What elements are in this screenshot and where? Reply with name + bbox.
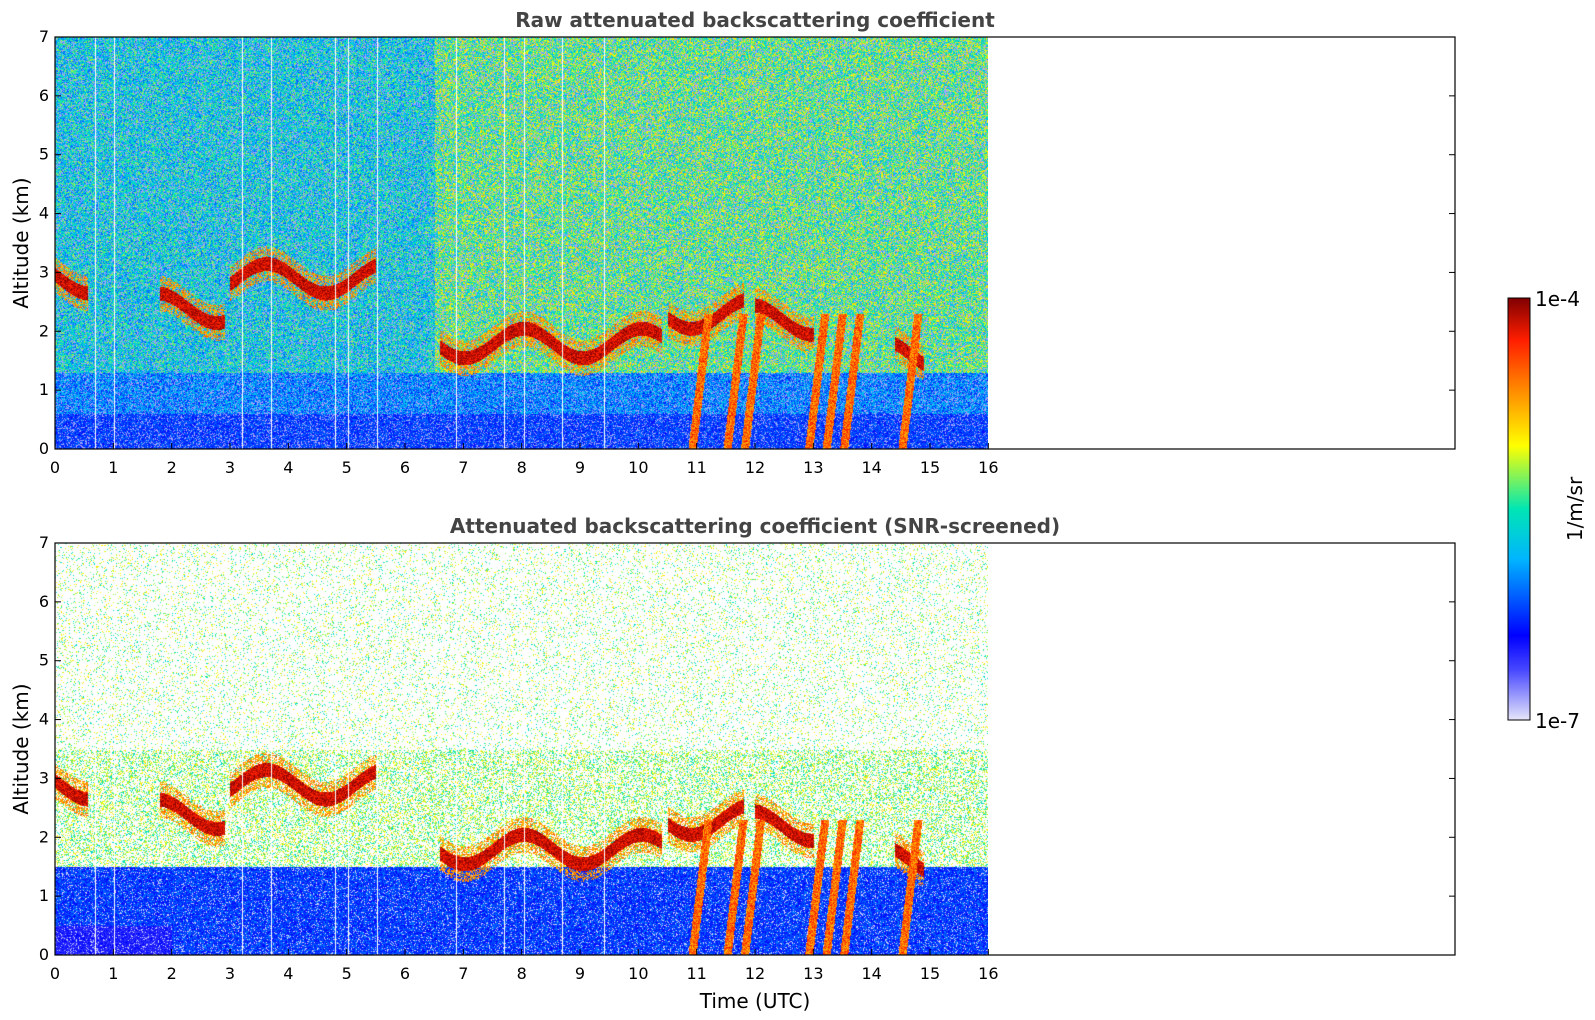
y-tick-label: 6 <box>39 86 49 105</box>
x-tick-label: 8 <box>517 964 527 983</box>
x-tick-label: 10 <box>628 458 648 477</box>
x-tick-label: 13 <box>803 964 823 983</box>
heatmap-image <box>55 543 988 955</box>
y-tick-label: 2 <box>39 321 49 340</box>
x-tick-label: 4 <box>283 458 293 477</box>
x-tick-label: 10 <box>628 964 648 983</box>
screened-panel-title: Attenuated backscattering coefficient (S… <box>450 514 1060 538</box>
x-tick-label: 14 <box>861 458 881 477</box>
y-tick-label: 2 <box>39 827 49 846</box>
x-tick-label: 5 <box>342 964 352 983</box>
colorbar-gradient <box>1507 297 1531 721</box>
x-tick-label: 9 <box>575 458 585 477</box>
x-tick-label: 16 <box>978 964 998 983</box>
x-tick-label: 15 <box>920 964 940 983</box>
screened-heatmap <box>55 543 988 955</box>
x-tick-label: 5 <box>342 458 352 477</box>
y-tick-label: 0 <box>39 945 49 964</box>
colorbar: 1e-4 1e-7 1/m/sr <box>1507 287 1587 733</box>
x-tick-label: 7 <box>458 964 468 983</box>
y-tick-label: 3 <box>39 262 49 281</box>
y-tick-label: 3 <box>39 768 49 787</box>
raw-panel-title: Raw attenuated backscattering coefficien… <box>515 8 995 32</box>
x-tick-label: 4 <box>283 964 293 983</box>
x-tick-label: 3 <box>225 964 235 983</box>
y-tick-label: 4 <box>39 710 49 729</box>
x-tick-label: 16 <box>978 458 998 477</box>
y-tick-label: 6 <box>39 592 49 611</box>
x-tick-label: 1 <box>108 964 118 983</box>
x-tick-label: 12 <box>745 458 765 477</box>
x-tick-label: 0 <box>50 458 60 477</box>
raw-y-axis-label: Altitude (km) <box>9 177 33 308</box>
x-tick-label: 14 <box>861 964 881 983</box>
x-tick-label: 15 <box>920 458 940 477</box>
colorbar-min-label: 1e-7 <box>1535 709 1580 733</box>
x-tick-label: 7 <box>458 458 468 477</box>
raw-backscatter-panel: Raw attenuated backscattering coefficien… <box>9 8 1456 477</box>
x-tick-label: 0 <box>50 964 60 983</box>
x-tick-label: 2 <box>167 458 177 477</box>
y-tick-label: 7 <box>39 533 49 552</box>
x-tick-label: 9 <box>575 964 585 983</box>
x-tick-label: 1 <box>108 458 118 477</box>
x-tick-label: 13 <box>803 458 823 477</box>
y-tick-label: 7 <box>39 27 49 46</box>
screened-backscatter-panel: Attenuated backscattering coefficient (S… <box>9 514 1456 1013</box>
x-axis-label: Time (UTC) <box>699 989 811 1013</box>
x-tick-label: 11 <box>686 458 706 477</box>
x-tick-label: 11 <box>686 964 706 983</box>
x-tick-label: 3 <box>225 458 235 477</box>
y-tick-label: 4 <box>39 204 49 223</box>
heatmap-image <box>55 37 988 449</box>
colorbar-units-label: 1/m/sr <box>1563 476 1587 541</box>
x-tick-label: 8 <box>517 458 527 477</box>
y-tick-label: 5 <box>39 145 49 164</box>
x-tick-label: 6 <box>400 964 410 983</box>
y-tick-label: 1 <box>39 380 49 399</box>
screened-y-axis-label: Altitude (km) <box>9 683 33 814</box>
y-tick-label: 0 <box>39 439 49 458</box>
raw-heatmap <box>55 37 988 449</box>
y-tick-label: 1 <box>39 886 49 905</box>
x-tick-label: 12 <box>745 964 765 983</box>
y-tick-label: 5 <box>39 651 49 670</box>
colorbar-max-label: 1e-4 <box>1535 287 1580 311</box>
x-tick-label: 2 <box>167 964 177 983</box>
x-tick-label: 6 <box>400 458 410 477</box>
